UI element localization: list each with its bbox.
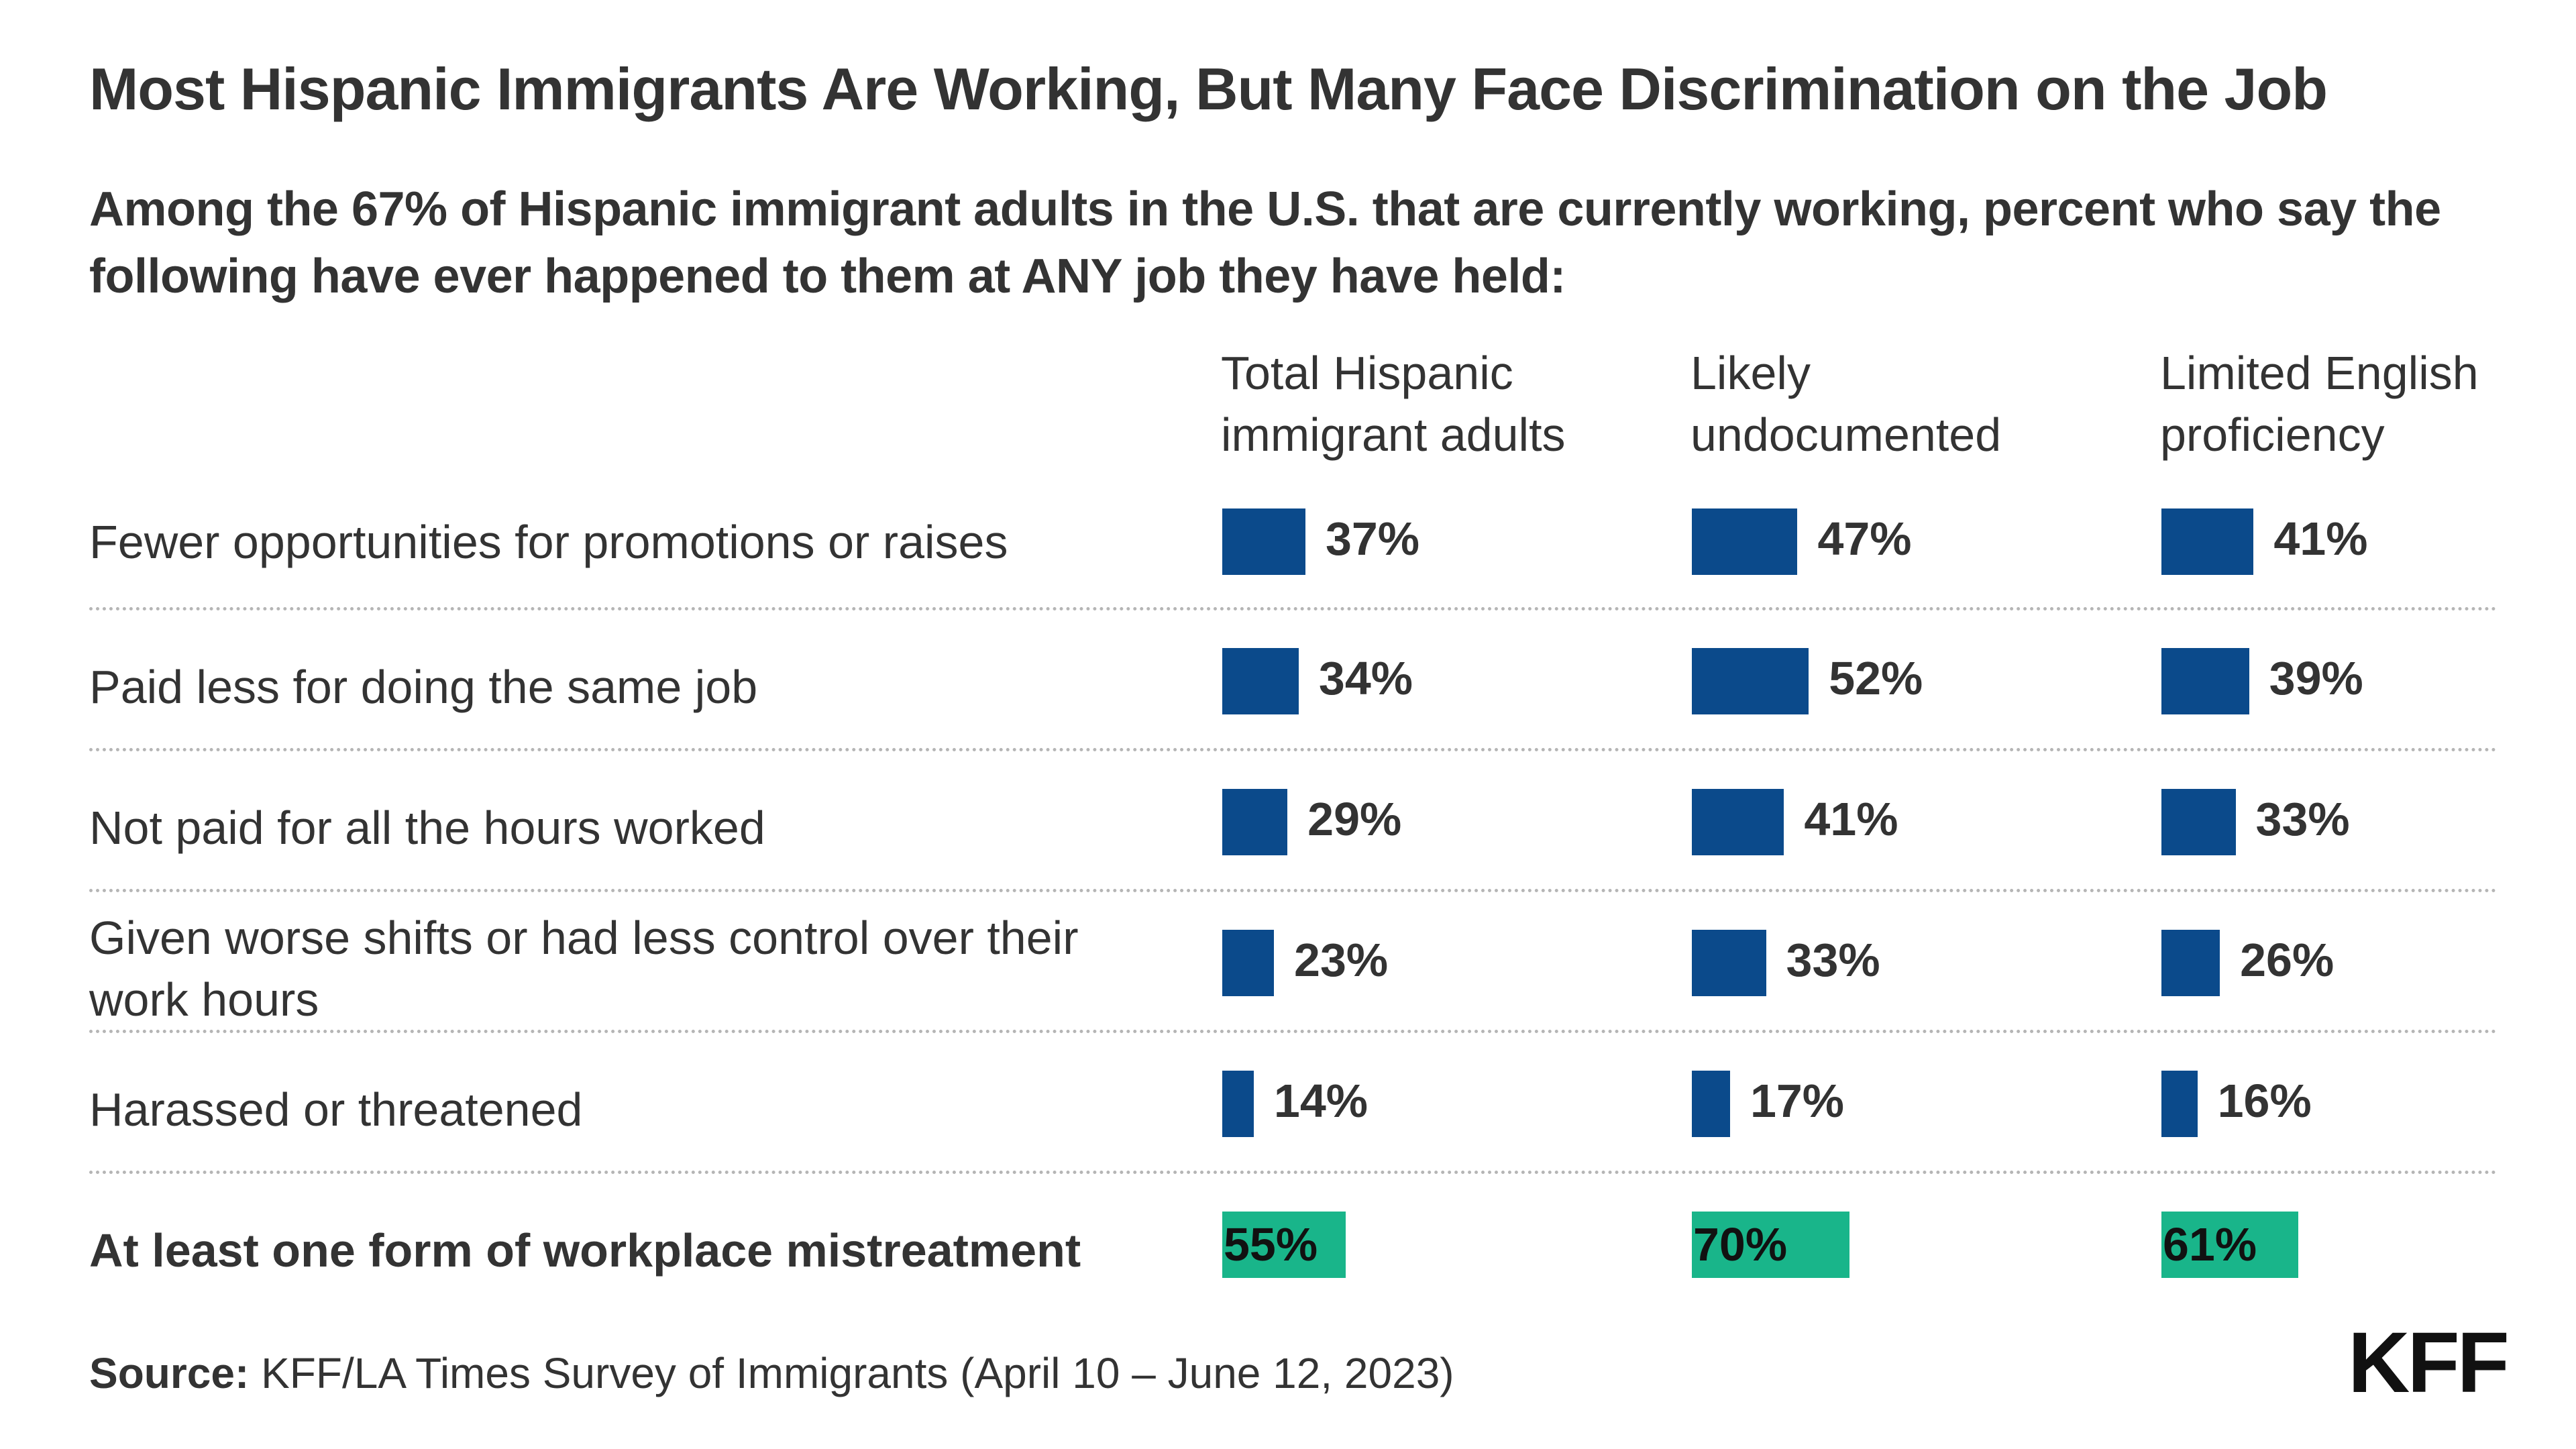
bar-undocumented-harassed <box>1692 1071 1730 1137</box>
value-label-limited-english-worse-shifts: 26% <box>2240 934 2334 986</box>
bar-undocumented-promotions <box>1692 508 1798 575</box>
bar-undocumented-paid-less <box>1692 648 1809 714</box>
value-label-total-paid-less: 34% <box>1318 652 1413 704</box>
value-label-total-harassed: 14% <box>1273 1075 1368 1127</box>
row-label-any-mistreatment: At least one form of workplace mistreatm… <box>89 1224 1081 1277</box>
value-label-undocumented-worse-shifts: 33% <box>1786 934 1880 986</box>
bar-total-paid-less <box>1222 648 1299 714</box>
value-label-limited-english-paid-less: 39% <box>2269 652 2363 704</box>
row-divider <box>89 748 2498 751</box>
row-label-paid-less: Paid less for doing the same job <box>89 661 758 713</box>
bar-limited-english-promotions <box>2161 508 2254 575</box>
value-label-total-not-paid: 29% <box>1307 793 1402 845</box>
bar-total-worse-shifts <box>1222 930 1275 996</box>
source-text: KFF/LA Times Survey of Immigrants (April… <box>261 1349 1454 1397</box>
bar-undocumented-worse-shifts <box>1692 930 1766 996</box>
value-label-limited-english-not-paid: 33% <box>2255 793 2350 845</box>
kff-logo: KFF <box>2348 1315 2510 1411</box>
bar-total-harassed <box>1222 1071 1254 1137</box>
value-label-undocumented-promotions: 47% <box>1817 513 1912 565</box>
chart-subtitle: Among the 67% of Hispanic immigrant adul… <box>89 182 2441 303</box>
bar-undocumented-not-paid <box>1692 789 1784 855</box>
row-label-promotions: Fewer opportunities for promotions or ra… <box>89 516 1008 568</box>
source-label: Source: <box>89 1349 250 1397</box>
bar-limited-english-not-paid <box>2161 789 2236 855</box>
value-label-undocumented-paid-less: 52% <box>1829 652 1923 704</box>
value-label-undocumented-not-paid: 41% <box>1804 793 1898 845</box>
row-label-worse-shifts: Given worse shifts or had less control o… <box>89 912 1079 1026</box>
column-header-limited-english: Limited English proficiency <box>2160 347 2479 461</box>
row-divider <box>89 607 2498 610</box>
total-box-undocumented: 70% <box>1692 1212 1849 1278</box>
column-header-undocumented: Likely undocumented <box>1690 347 2002 461</box>
row-divider <box>89 889 2498 892</box>
total-box-limited-english: 61% <box>2161 1212 2299 1278</box>
column-header-total: Total Hispanic immigrant adults <box>1221 347 1566 461</box>
source-note: Source: KFF/LA Times Survey of Immigrant… <box>89 1348 1454 1398</box>
row-divider <box>89 1171 2498 1174</box>
bar-total-promotions <box>1222 508 1305 575</box>
row-label-not-paid: Not paid for all the hours worked <box>89 802 765 854</box>
bar-limited-english-worse-shifts <box>2161 930 2220 996</box>
row-label-harassed: Harassed or threatened <box>89 1083 583 1136</box>
value-label-total-worse-shifts: 23% <box>1294 934 1389 986</box>
value-label-undocumented-harassed: 17% <box>1750 1075 1845 1127</box>
bar-limited-english-paid-less <box>2161 648 2249 714</box>
chart-title: Most Hispanic Immigrants Are Working, Bu… <box>89 56 2328 122</box>
value-label-limited-english-harassed: 16% <box>2217 1075 2312 1127</box>
row-divider <box>89 1030 2498 1033</box>
value-label-limited-english-promotions: 41% <box>2273 513 2368 565</box>
value-label-total-promotions: 37% <box>1325 513 1420 565</box>
bar-limited-english-harassed <box>2161 1071 2198 1137</box>
total-box-total: 55% <box>1222 1212 1346 1278</box>
bar-total-not-paid <box>1222 789 1288 855</box>
